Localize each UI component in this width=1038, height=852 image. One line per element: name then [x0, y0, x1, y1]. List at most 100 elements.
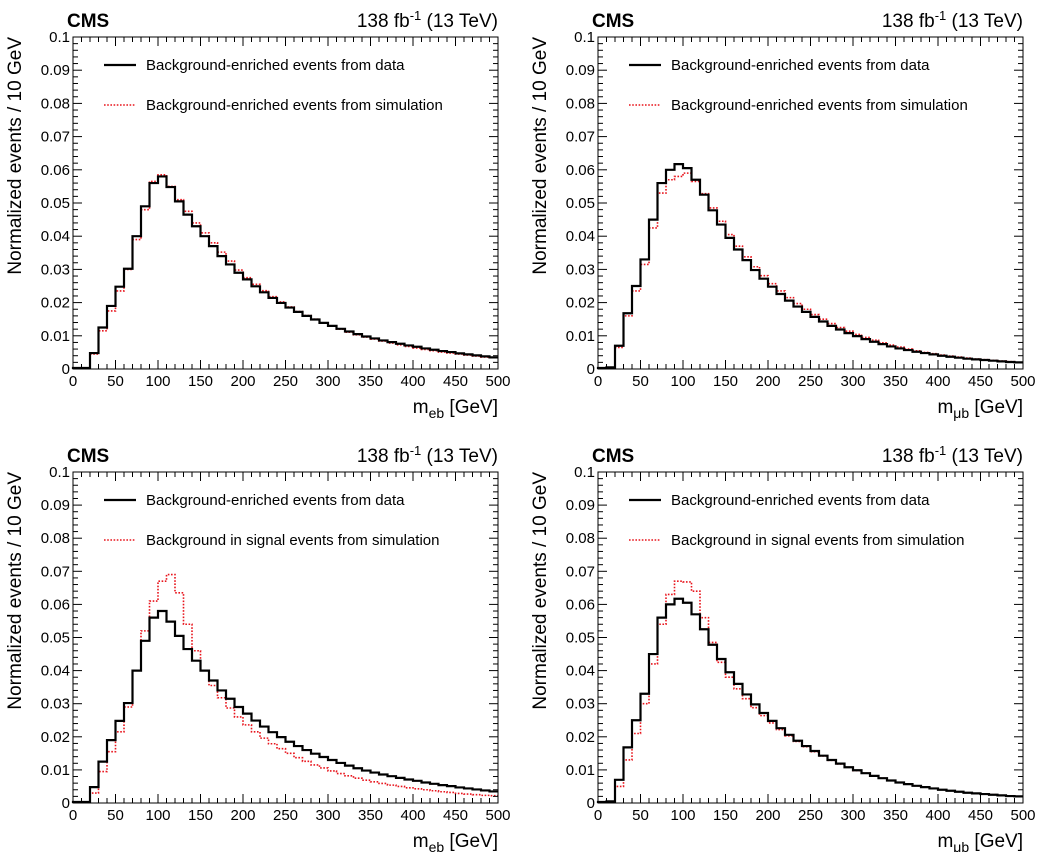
x-tick-label: 150	[713, 373, 738, 390]
y-tick-label: 0.01	[566, 328, 595, 345]
y-tick-label: 0.04	[566, 228, 595, 245]
y-tick-label: 0.1	[574, 29, 595, 46]
y-tick-label: 0.03	[41, 261, 70, 278]
luminosity-label: 138 fb-1 (13 TeV)	[357, 8, 498, 32]
x-tick-label: 450	[443, 373, 468, 390]
x-tick-label: 50	[107, 373, 124, 390]
x-tick-label: 500	[1010, 373, 1035, 390]
y-axis-label: Normalized events / 10 GeV	[530, 472, 551, 710]
x-tick-label: 50	[632, 373, 649, 390]
x-tick-label: 300	[840, 373, 865, 390]
x-tick-label: 50	[632, 807, 649, 824]
luminosity-value: 138 fb	[882, 11, 935, 32]
x-tick-label: 200	[755, 807, 780, 824]
y-tick-label: 0.09	[41, 497, 70, 514]
x-tick-label: 100	[670, 373, 695, 390]
experiment-label: CMS	[67, 11, 109, 32]
x-axis-label-unit: [GeV]	[444, 397, 498, 418]
data-histogram-line	[71, 609, 498, 804]
x-axis-label-main: m	[937, 831, 953, 852]
x-axis-label: meb [GeV]	[413, 397, 498, 421]
legend-simulation-label: Background in signal events from simulat…	[146, 532, 439, 549]
chart-panel-2: 0 50 100 150 200 250 300 350 400 450 500 0 0.01 0.02 0…	[530, 8, 1036, 421]
y-tick-label: 0.08	[566, 530, 595, 547]
x-tick-label: 0	[594, 807, 602, 824]
x-axis-label-unit: [GeV]	[969, 397, 1023, 418]
y-tick-label: 0.06	[566, 162, 595, 179]
x-axis-label-subscript: eb	[429, 405, 445, 421]
luminosity-value: 138 fb	[357, 446, 410, 467]
x-tick-label: 400	[400, 373, 425, 390]
y-tick-label: 0.07	[41, 563, 70, 580]
x-tick-label: 400	[925, 373, 950, 390]
luminosity-energy: (13 TeV)	[946, 11, 1023, 32]
luminosity-exponent: -1	[935, 443, 947, 458]
x-tick-label: 100	[145, 807, 170, 824]
luminosity-label: 138 fb-1 (13 TeV)	[882, 443, 1023, 467]
x-tick-label: 150	[713, 807, 738, 824]
experiment-label: CMS	[67, 446, 109, 467]
experiment-label: CMS	[592, 11, 634, 32]
y-tick-label: 0.04	[566, 663, 595, 680]
y-tick-label: 0.02	[41, 729, 70, 746]
y-tick-label: 0.02	[566, 295, 595, 312]
x-tick-label: 0	[594, 373, 602, 390]
x-axis-label-main: m	[413, 397, 429, 418]
y-tick-label: 0.1	[49, 29, 70, 46]
y-tick-label: 0.08	[41, 530, 70, 547]
x-tick-label: 350	[358, 807, 383, 824]
x-axis-label-main: m	[937, 397, 953, 418]
y-tick-label: 0.07	[566, 563, 595, 580]
x-tick-label: 500	[485, 807, 510, 824]
data-histogram-line	[596, 163, 1023, 370]
y-tick-label: 0	[62, 795, 70, 812]
y-tick-label: 0.03	[41, 696, 70, 713]
x-tick-label: 450	[968, 373, 993, 390]
x-tick-label: 200	[230, 807, 255, 824]
y-tick-label: 0.05	[566, 195, 595, 212]
x-tick-label: 150	[188, 807, 213, 824]
x-axis-label-main: m	[413, 831, 429, 852]
chart-panel-1: 0 50 100 150 200 250 300 350 400 450 500 0 0.01 0.02 0…	[5, 8, 511, 421]
chart-panel-3: 0 50 100 150 200 250 300 350 400 450 500 0 0.01 0.02 0…	[5, 443, 511, 852]
x-axis-label-subscript: μb	[953, 839, 969, 852]
luminosity-exponent: -1	[935, 8, 947, 23]
x-tick-label: 200	[755, 373, 780, 390]
x-tick-label: 200	[230, 373, 255, 390]
data-histogram-line	[596, 597, 1023, 804]
y-tick-label: 0.08	[41, 95, 70, 112]
luminosity-value: 138 fb	[882, 446, 935, 467]
y-tick-label: 0.01	[41, 762, 70, 779]
y-axis-label: Normalized events / 10 GeV	[5, 472, 26, 710]
x-tick-label: 300	[315, 807, 340, 824]
y-tick-label: 0.09	[41, 62, 70, 79]
legend-simulation-label: Background-enriched events from simulati…	[146, 97, 443, 114]
y-tick-label: 0.02	[41, 295, 70, 312]
y-tick-label: 0.06	[566, 596, 595, 613]
x-axis-label-unit: [GeV]	[444, 831, 498, 852]
x-tick-label: 50	[107, 807, 124, 824]
y-tick-label: 0.06	[41, 162, 70, 179]
y-tick-label: 0	[62, 361, 70, 378]
x-tick-label: 500	[485, 373, 510, 390]
y-tick-label: 0.1	[49, 464, 70, 481]
luminosity-energy: (13 TeV)	[421, 446, 498, 467]
x-tick-label: 300	[315, 373, 340, 390]
x-tick-label: 0	[69, 807, 77, 824]
y-tick-label: 0.06	[41, 596, 70, 613]
x-tick-label: 250	[798, 807, 823, 824]
luminosity-energy: (13 TeV)	[421, 11, 498, 32]
luminosity-energy: (13 TeV)	[946, 446, 1023, 467]
x-tick-label: 350	[358, 373, 383, 390]
x-axis-label-unit: [GeV]	[969, 831, 1023, 852]
x-tick-label: 450	[443, 807, 468, 824]
x-tick-label: 400	[925, 807, 950, 824]
y-tick-label: 0.08	[566, 95, 595, 112]
x-tick-label: 350	[883, 373, 908, 390]
y-tick-label: 0.1	[574, 464, 595, 481]
legend-data-label: Background-enriched events from data	[146, 492, 405, 509]
y-tick-label: 0.02	[566, 729, 595, 746]
y-axis-label: Normalized events / 10 GeV	[530, 37, 551, 275]
x-tick-label: 150	[188, 373, 213, 390]
